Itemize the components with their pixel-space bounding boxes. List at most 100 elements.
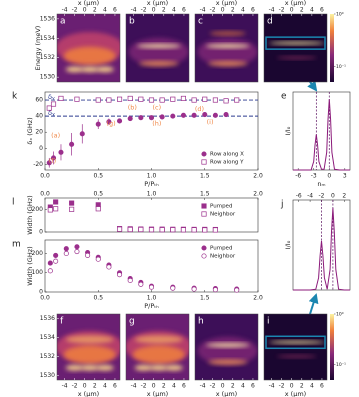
marker [191,227,197,233]
y-tick-label: 1532 [40,353,55,360]
reference-subscript: Y [51,96,55,102]
y-tick-label: 20 [35,129,43,136]
marker [159,227,165,233]
x-tick-label: 0.5 [93,173,103,180]
colorbar-label: 10⁰ [336,312,344,318]
selection-box [265,36,326,50]
x-tick-label: 6 [251,383,255,390]
x-tick-label: 4 [310,7,314,14]
y-axis-label: I/I₀ [284,126,292,135]
map-image [264,314,327,380]
marker [50,155,57,161]
annotation: (i) [207,118,214,126]
map-glow [205,44,250,49]
annotation: (b) [128,103,137,111]
x-tick-label: -4 [131,383,137,390]
marker [46,105,52,111]
marker [69,200,75,206]
y-axis-label: Energy (meV) [34,26,42,71]
marker [202,96,208,102]
y-tick-label: 1534 [40,334,55,341]
x-tick-label: 6 [320,7,324,14]
x-tick-label: 4 [241,383,245,390]
x-tick-label: -4 [307,193,313,200]
x-tick-label: 0.5 [93,191,103,198]
map-image [264,14,327,82]
marker [69,141,75,147]
x-tick-label: 2 [300,383,304,390]
x-tick-label: 0 [152,7,156,14]
marker [74,96,80,102]
frame [194,13,259,83]
marker [74,244,80,250]
x-tick-label: -3 [311,173,317,180]
marker [50,101,57,107]
x-tick-label: 6 [251,7,255,14]
marker [116,96,123,102]
x-tick-label: -4 [62,383,68,390]
x-tick-label: 0 [290,383,294,390]
x-tick-label: 0.0 [40,191,50,198]
map-glow [134,364,153,371]
annotation: (d) [195,105,204,113]
x-tick-label: 0 [290,7,294,14]
x-tick-label: 6 [182,7,186,14]
map-glow [205,343,250,348]
y-tick-label: 0 [39,229,43,236]
colorbar-label: 10⁻¹ [336,64,346,70]
legend-marker [201,203,207,209]
map-image [195,314,258,380]
map-image [126,314,189,380]
x-tick-label: -4 [200,7,206,14]
x-tick-label: 1.5 [200,173,210,180]
x-tick-label: 2 [93,7,97,14]
x-tick-label: 0.0 [40,173,50,180]
map-image [126,14,189,82]
y-tick-label: 1534 [40,35,55,42]
marker [127,226,133,233]
x-tick-label: -4 [269,7,275,14]
map-glow [136,44,181,49]
map-glow [65,66,84,73]
marker [212,227,218,233]
selection-box [265,335,326,350]
marker [170,96,176,102]
marker [106,97,112,103]
x-tick-label: -2 [210,383,216,390]
legend-marker [201,245,207,251]
panel-letter: e [281,92,287,102]
x-tick-label: 0.5 [93,295,103,302]
y-axis-label: I/I₀ [284,240,292,249]
marker [74,249,80,255]
marker [212,112,218,118]
map-glow [276,354,317,358]
legend-label: Neighbor [210,254,236,260]
panel-letter: i [267,317,270,327]
annotation: (h) [152,119,161,127]
marker [85,252,91,258]
marker [58,95,64,101]
frame [125,313,190,381]
reference-subscript: X [52,112,55,118]
frame [56,13,121,83]
x-tick-label: 1.0 [147,295,157,302]
x-tick-label: 0 [83,7,87,14]
marker [117,272,123,278]
map-glow [138,61,179,67]
panel-letter: h [198,317,204,327]
x-tick-label: 4 [103,7,107,14]
map-glow [95,364,114,371]
annotation: (c) [152,103,161,111]
x-axis-label: P/Pₜₕ [144,180,159,188]
x-tick-label: 2 [162,383,166,390]
map-bg [264,314,327,380]
map-bg [264,14,327,82]
colorbar-label: 10⁻¹ [336,362,346,368]
map-glow [276,56,317,60]
x-axis-label: x (μm) [285,390,306,397]
annotation: (g) [106,119,115,127]
x-tick-label: 1.0 [147,173,157,180]
map-image [57,14,120,82]
reference-symbol: δ [48,109,52,117]
x-tick-label: 0.0 [40,295,50,302]
